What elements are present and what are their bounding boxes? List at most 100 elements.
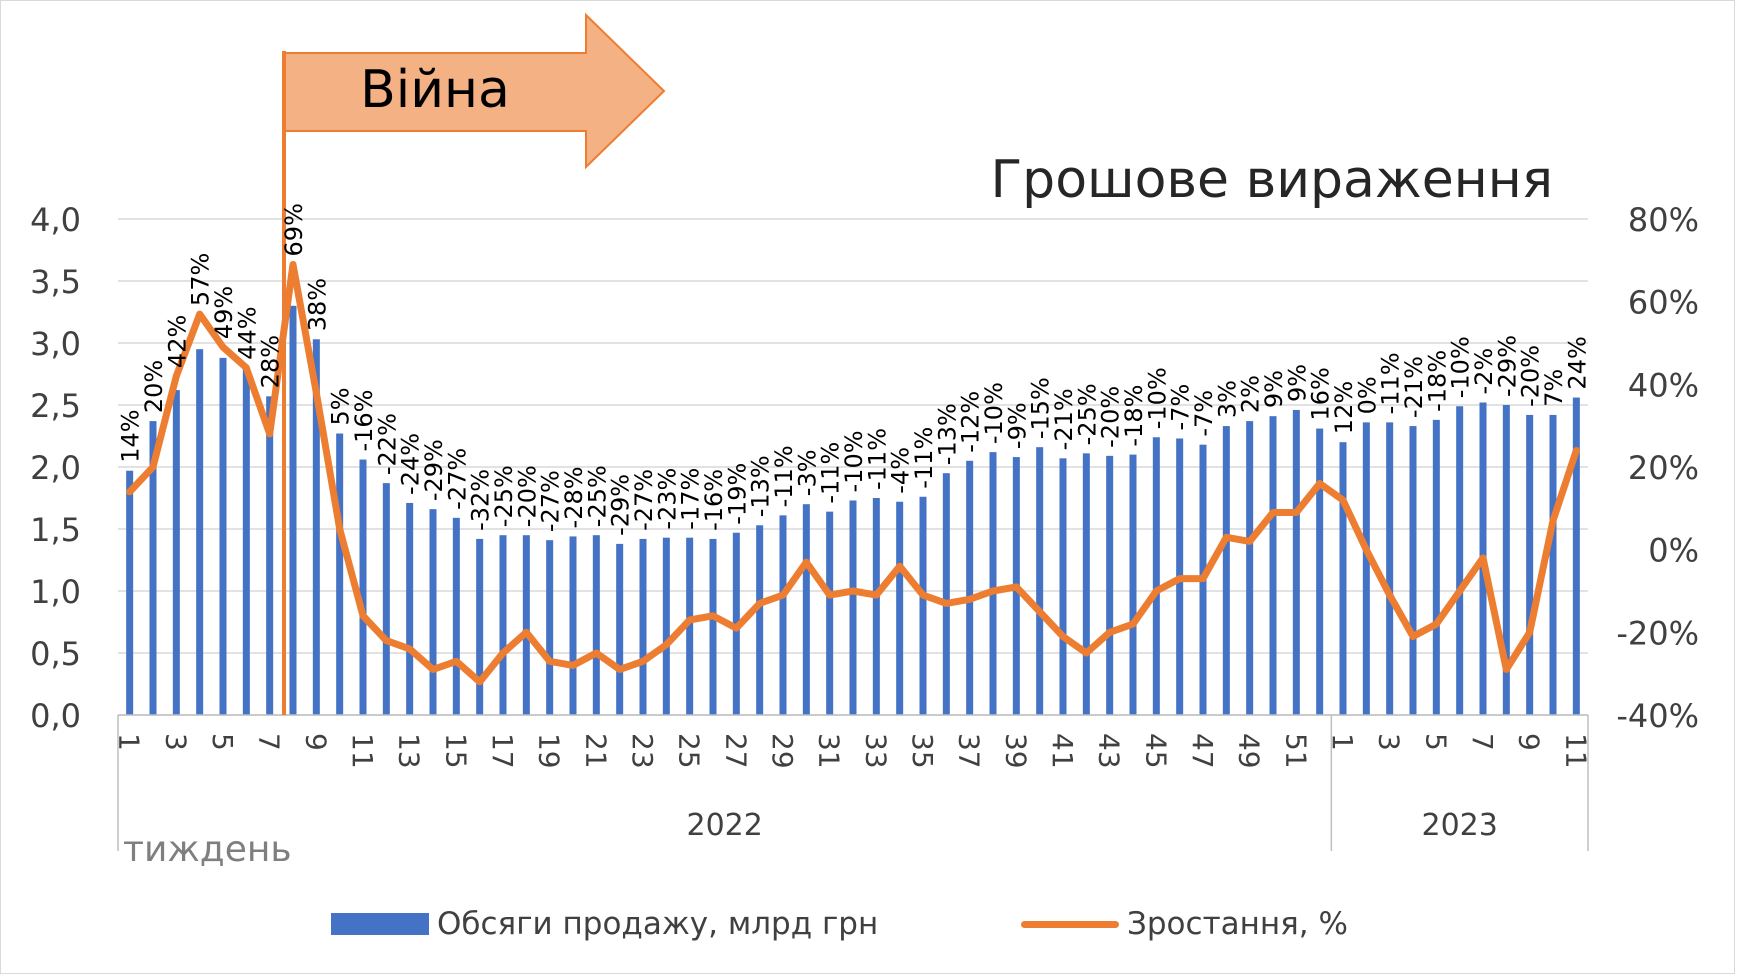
x-tick-label: 23 (626, 733, 659, 769)
x-tick-label: 17 (486, 733, 519, 769)
bar (172, 390, 180, 715)
data-label: 3% (1213, 380, 1241, 418)
bar (196, 349, 204, 715)
data-label: -11% (863, 428, 891, 490)
data-label: -28% (560, 466, 588, 528)
x-tick-label: 3 (1373, 733, 1406, 751)
legend-swatch-bars (331, 913, 429, 935)
bar (662, 537, 670, 715)
x-tick-label: 7 (1466, 733, 1499, 751)
x-tick-label: 45 (1139, 733, 1172, 769)
bar (1129, 454, 1137, 715)
x-tick-label: 25 (673, 733, 706, 769)
data-label: 38% (303, 278, 331, 331)
year-label: 2022 (686, 808, 762, 843)
y-right-tick-label: -20% (1616, 614, 1699, 652)
data-label: 12% (1330, 381, 1358, 434)
legend: Обсяги продажу, млрд грн Зростання, % (1, 906, 1734, 946)
bar (1222, 426, 1230, 715)
x-tick-label: 49 (1233, 733, 1266, 769)
bar (242, 369, 250, 715)
data-label: -27% (537, 470, 565, 532)
data-label: -9% (1003, 402, 1031, 449)
y-left-tick-label: 4,0 (30, 201, 81, 239)
bar (1106, 455, 1114, 715)
bar (382, 483, 390, 715)
data-label: 28% (257, 335, 285, 388)
bar (919, 496, 927, 715)
data-label: 24% (1563, 336, 1591, 389)
data-label: -20% (1517, 345, 1545, 407)
bar (1082, 453, 1090, 715)
data-label: 44% (233, 306, 261, 359)
year-label: 2023 (1421, 808, 1497, 843)
data-label: 5% (327, 387, 355, 425)
data-label: -19% (723, 463, 751, 525)
data-label: -12% (957, 391, 985, 453)
x-tick-label: 13 (393, 733, 426, 769)
data-label: -29% (1493, 335, 1521, 397)
bar (1362, 422, 1370, 715)
data-label: 42% (163, 315, 191, 368)
y-right-tick-label: -40% (1616, 697, 1699, 735)
x-tick-label: 41 (1046, 733, 1079, 769)
bar (709, 538, 717, 715)
data-label: -16% (700, 469, 728, 531)
bar (1316, 428, 1324, 715)
x-tick-label: 47 (1186, 733, 1219, 769)
data-labels: 14%20%42%57%49%44%28%69%38%5%-16%-22%-24… (117, 203, 1592, 536)
data-label: 2% (1237, 375, 1265, 413)
bar (522, 535, 530, 715)
data-label: -11% (1377, 352, 1405, 414)
data-label: 9% (1283, 364, 1311, 402)
legend-swatch-line (1021, 920, 1119, 928)
x-tick-label: 29 (766, 733, 799, 769)
y-right-tick-label: 80% (1628, 201, 1699, 239)
bar (126, 470, 134, 715)
data-label: -29% (607, 474, 635, 536)
data-label: 0% (1353, 376, 1381, 414)
data-label: -4% (887, 447, 915, 494)
data-label: -27% (443, 448, 471, 510)
bar (1386, 422, 1394, 715)
bar (896, 501, 904, 715)
x-tick-label: 9 (1513, 733, 1546, 751)
bar (639, 538, 647, 715)
bar (1292, 409, 1300, 715)
y-left-tick-label: 1,0 (30, 573, 81, 611)
y-left-tick-label: 3,0 (30, 325, 81, 363)
data-label: -13% (933, 403, 961, 465)
bar (1269, 416, 1277, 715)
x-tick-label: 19 (533, 733, 566, 769)
data-label: -27% (630, 469, 658, 531)
y-right-tick-label: 0% (1648, 532, 1699, 570)
bar (266, 396, 274, 715)
y-right-tick-label: 60% (1628, 284, 1699, 322)
x-tick-label: 5 (1419, 733, 1452, 751)
data-label: -25% (490, 465, 518, 527)
war-annotation: Війна (282, 12, 666, 715)
bar (1246, 421, 1254, 715)
bar (1409, 426, 1417, 715)
bar (476, 538, 484, 715)
bar (1432, 419, 1440, 715)
x-tick-label: 1 (1326, 733, 1359, 751)
data-label: 20% (140, 360, 168, 413)
data-label: -11% (770, 445, 798, 507)
bar (756, 525, 764, 715)
data-label: -11% (910, 427, 938, 489)
legend-item-bars: Обсяги продажу, млрд грн (331, 906, 878, 942)
data-label: -18% (1120, 385, 1148, 447)
x-tick-label: 11 (346, 733, 379, 769)
data-label: -29% (420, 439, 448, 501)
bar (1456, 406, 1464, 715)
chart-title: Грошове вираження (990, 150, 1553, 210)
x-tick-label: 35 (906, 733, 939, 769)
legend-item-line: Зростання, % (1021, 906, 1348, 942)
bar (359, 459, 367, 715)
x-tick-label: 5 (206, 733, 239, 751)
bar (1339, 442, 1347, 715)
bar (289, 305, 297, 715)
